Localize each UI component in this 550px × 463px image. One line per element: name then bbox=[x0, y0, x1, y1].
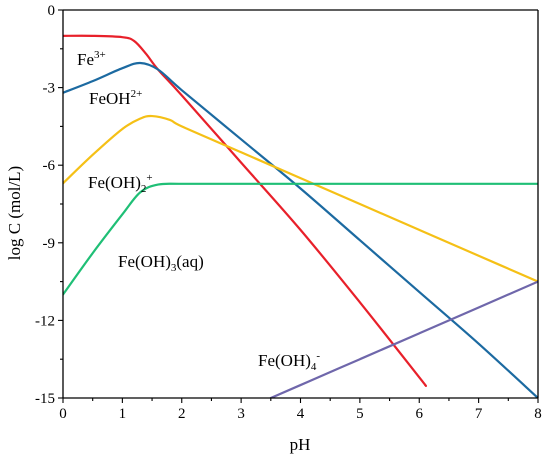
x-tick-label: 5 bbox=[356, 406, 364, 422]
y-tick-label: -9 bbox=[43, 236, 56, 252]
x-tick-label: 6 bbox=[416, 406, 424, 422]
y-tick-label: -6 bbox=[43, 158, 56, 174]
species-label-feoh2: FeOH2+ bbox=[89, 88, 142, 108]
y-axis-title: log C (mol/L) bbox=[5, 166, 24, 260]
y-tick-label: -15 bbox=[35, 391, 55, 407]
y-tick-label: -12 bbox=[35, 313, 55, 329]
series-line-fe3 bbox=[63, 34, 428, 387]
y-tick-label: -3 bbox=[43, 81, 56, 97]
series-line-feoh2 bbox=[63, 61, 538, 398]
x-tick-label: 8 bbox=[534, 406, 542, 422]
species-label-feoh3: Fe(OH)3(aq) bbox=[118, 252, 204, 274]
x-tick-label: 4 bbox=[297, 406, 305, 422]
x-tick-label: 0 bbox=[59, 406, 67, 422]
series-layer bbox=[63, 34, 538, 398]
x-tick-label: 3 bbox=[237, 406, 245, 422]
species-label-feoh2p: Fe(OH)2+ bbox=[88, 172, 153, 195]
species-label-fe3: Fe3+ bbox=[77, 49, 106, 69]
y-tick-label: 0 bbox=[48, 3, 56, 19]
x-axis-title: pH bbox=[290, 435, 311, 454]
species-labels: Fe3+ FeOH2+ Fe(OH)2+ Fe(OH)3(aq) Fe(OH)4- bbox=[77, 49, 320, 373]
x-tick-label: 2 bbox=[178, 406, 186, 422]
x-tick-label: 7 bbox=[475, 406, 483, 422]
series-line-feoh2p bbox=[63, 114, 538, 283]
axes-layer: 0 1 2 3 4 5 6 7 8 0 -3 -6 -9 -12 -15 bbox=[35, 3, 542, 422]
series-line-feoh4 bbox=[269, 280, 538, 398]
x-tick-label: 1 bbox=[119, 406, 127, 422]
species-label-feoh4: Fe(OH)4- bbox=[258, 350, 320, 373]
series-line-feoh3 bbox=[63, 182, 538, 296]
